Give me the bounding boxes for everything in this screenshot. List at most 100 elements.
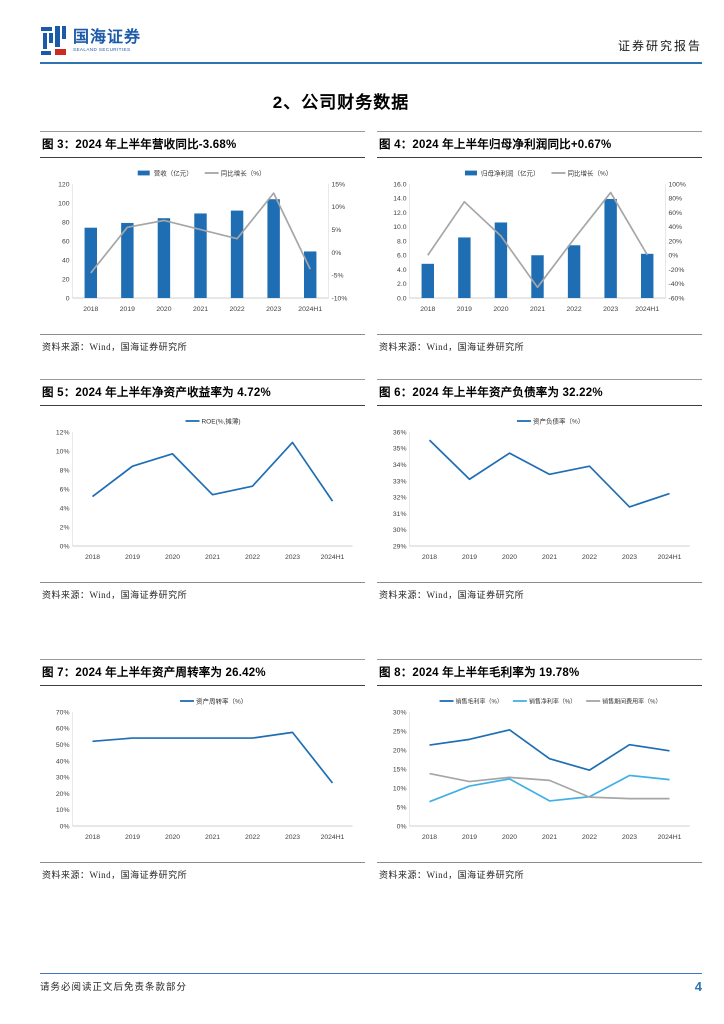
figure-8-chart-area: 0% 5% 10% 15% 20% 25% 30% 2018 2019 2020 2021 2022 2… <box>377 692 702 844</box>
svg-text:2022: 2022 <box>582 834 597 841</box>
svg-text:2021: 2021 <box>530 306 545 313</box>
figure-row-3: 图 7：2024 年上半年资产周转率为 26.42% 0% 10% 20% 30% 40… <box>40 659 702 881</box>
figure-3-panel: 图 3：2024 年上半年营收同比-3.68% 0 20 40 60 80 100 120 -… <box>40 131 365 353</box>
svg-text:10%: 10% <box>56 448 70 455</box>
svg-text:2020: 2020 <box>165 554 180 561</box>
svg-text:2018: 2018 <box>83 306 98 313</box>
svg-text:2019: 2019 <box>125 834 140 841</box>
svg-text:100: 100 <box>58 200 70 207</box>
svg-text:销售净利率（%）: 销售净利率（%） <box>529 697 576 705</box>
figure-7-title: 图 7：2024 年上半年资产周转率为 26.42% <box>40 659 365 686</box>
svg-text:2019: 2019 <box>462 554 477 561</box>
svg-text:2023: 2023 <box>285 834 300 841</box>
report-type-label: 证券研究报告 <box>617 39 702 53</box>
svg-text:32%: 32% <box>393 495 407 502</box>
svg-text:同比增长（%）: 同比增长（%） <box>567 168 612 177</box>
svg-text:40%: 40% <box>669 224 683 231</box>
figure-row-2: 图 5：2024 年上半年净资产收益率为 4.72% 0% 2% 4% 6% 8% 10%… <box>40 379 702 601</box>
svg-text:2019: 2019 <box>462 834 477 841</box>
figure-6-title: 图 6：2024 年上半年资产负债率为 32.22% <box>377 379 702 406</box>
svg-text:12.0: 12.0 <box>393 210 406 217</box>
svg-text:营收（亿元）: 营收（亿元） <box>154 168 193 177</box>
svg-text:2018: 2018 <box>85 554 100 561</box>
page-footer: 请务必阅读正文后免责条款部分 4 <box>40 973 702 994</box>
figure-5-panel: 图 5：2024 年上半年净资产收益率为 4.72% 0% 2% 4% 6% 8% 10%… <box>40 379 365 601</box>
svg-text:2018: 2018 <box>422 554 437 561</box>
svg-text:4.0: 4.0 <box>397 267 407 274</box>
svg-text:20%: 20% <box>393 747 407 754</box>
svg-text:2024H1: 2024H1 <box>658 834 682 841</box>
svg-text:30%: 30% <box>393 527 407 534</box>
svg-text:34%: 34% <box>393 462 407 469</box>
svg-text:-20%: -20% <box>669 267 685 274</box>
svg-text:2024H1: 2024H1 <box>635 306 659 313</box>
section-title: 2、公司财务数据 <box>272 93 410 112</box>
margin-rates-chart: 0% 5% 10% 15% 20% 25% 30% 2018 2019 2020 2021 2022 2… <box>393 697 690 841</box>
svg-text:33%: 33% <box>393 478 407 485</box>
svg-text:8%: 8% <box>60 467 70 474</box>
svg-text:5%: 5% <box>332 227 342 234</box>
svg-text:0%: 0% <box>332 250 342 257</box>
svg-text:2023: 2023 <box>266 306 281 313</box>
svg-text:同比增长（%）: 同比增长（%） <box>221 168 266 177</box>
svg-text:2018: 2018 <box>420 306 435 313</box>
svg-text:0%: 0% <box>669 253 679 260</box>
svg-text:0.0: 0.0 <box>397 295 407 302</box>
svg-text:50%: 50% <box>56 742 70 749</box>
svg-text:2021: 2021 <box>205 554 220 561</box>
figure-5-chart-area: 0% 2% 4% 6% 8% 10% 12% 2018 2019 2020 2021 2022 2023… <box>40 412 365 564</box>
svg-text:归母净利润（亿元）: 归母净利润（亿元） <box>481 168 540 177</box>
svg-text:60: 60 <box>62 238 70 245</box>
svg-text:60%: 60% <box>56 726 70 733</box>
page-number: 4 <box>694 979 702 994</box>
figure-8-panel: 图 8：2024 年上半年毛利率为 19.78% 0% 5% 10% 15% 20% 25… <box>377 659 702 881</box>
svg-text:-10%: -10% <box>332 295 348 302</box>
figure-4-chart-area: 0.0 2.0 4.0 6.0 8.0 10.0 12.0 14.0 16.0 -60% -40% -… <box>377 164 702 316</box>
figure-3-source: 资料来源：Wind，国海证券研究所 <box>40 334 365 353</box>
svg-text:2022: 2022 <box>567 306 582 313</box>
figure-7-panel: 图 7：2024 年上半年资产周转率为 26.42% 0% 10% 20% 30% 40… <box>40 659 365 881</box>
svg-text:10%: 10% <box>332 204 346 211</box>
svg-text:2023: 2023 <box>622 554 637 561</box>
figure-4-source: 资料来源：Wind，国海证券研究所 <box>377 334 702 353</box>
sealand-logo-icon <box>41 26 66 55</box>
svg-text:100%: 100% <box>669 181 686 188</box>
svg-text:2019: 2019 <box>457 306 472 313</box>
roe-chart: 0% 2% 4% 6% 8% 10% 12% 2018 2019 2020 2021 2022 2023… <box>56 416 353 561</box>
svg-text:-60%: -60% <box>669 295 685 302</box>
svg-text:2020: 2020 <box>502 834 517 841</box>
svg-text:4%: 4% <box>60 505 70 512</box>
svg-text:资产负债率（%）: 资产负债率（%） <box>533 416 584 425</box>
figure-7-chart-area: 0% 10% 20% 30% 40% 50% 60% 70% 2018 2019 2020 2021 2… <box>40 692 365 844</box>
svg-text:2018: 2018 <box>422 834 437 841</box>
svg-text:12%: 12% <box>56 429 70 436</box>
figure-3-title: 图 3：2024 年上半年营收同比-3.68% <box>40 131 365 158</box>
svg-text:销售期间费用率（%）: 销售期间费用率（%） <box>602 697 661 705</box>
asset-turnover-chart: 0% 10% 20% 30% 40% 50% 60% 70% 2018 2019 2020 2021 2… <box>56 696 353 841</box>
svg-text:70%: 70% <box>56 709 70 716</box>
svg-text:40%: 40% <box>56 758 70 765</box>
svg-text:60%: 60% <box>669 210 683 217</box>
svg-text:资产周转率（%）: 资产周转率（%） <box>196 696 247 705</box>
svg-text:10%: 10% <box>56 807 70 814</box>
svg-text:2021: 2021 <box>205 834 220 841</box>
svg-text:29%: 29% <box>393 543 407 550</box>
svg-text:20%: 20% <box>56 791 70 798</box>
revenue-yoy-chart: 0 20 40 60 80 100 120 -10% -5% 0% 5% 10% 15% 2018 2019… <box>58 168 348 313</box>
svg-text:15%: 15% <box>332 181 346 188</box>
svg-text:2.0: 2.0 <box>397 281 407 288</box>
svg-text:80: 80 <box>62 219 70 226</box>
logo-subtext: SEALAND SECURITIES <box>73 46 131 52</box>
figure-row-1: 图 3：2024 年上半年营收同比-3.68% 0 20 40 60 80 100 120 -… <box>40 131 702 353</box>
svg-text:35%: 35% <box>393 446 407 453</box>
svg-text:2%: 2% <box>60 524 70 531</box>
svg-text:2022: 2022 <box>582 554 597 561</box>
svg-text:2020: 2020 <box>493 306 508 313</box>
svg-text:5%: 5% <box>397 804 407 811</box>
svg-text:2022: 2022 <box>245 834 260 841</box>
svg-text:2022: 2022 <box>245 554 260 561</box>
svg-text:6.0: 6.0 <box>397 253 407 260</box>
svg-text:31%: 31% <box>393 511 407 518</box>
svg-text:25%: 25% <box>393 728 407 735</box>
net-profit-yoy-chart: 0.0 2.0 4.0 6.0 8.0 10.0 12.0 14.0 16.0 -60% -40% -… <box>393 168 686 313</box>
